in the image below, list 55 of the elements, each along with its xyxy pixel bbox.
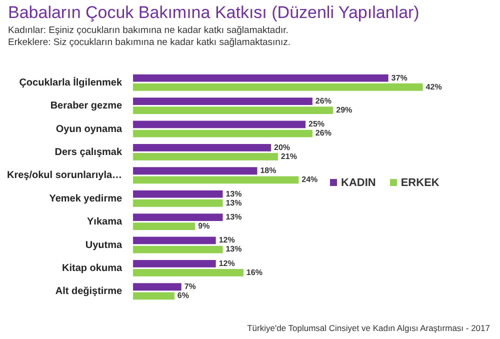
bar xyxy=(133,199,223,207)
data-label: 12% xyxy=(218,236,235,245)
y-tick-label: Beraber gezme xyxy=(50,100,122,112)
data-label: 37% xyxy=(391,73,408,82)
y-tick-label: Yemek yedirme xyxy=(49,193,122,204)
bar xyxy=(133,260,216,268)
y-tick-label: Uyutma xyxy=(85,240,122,251)
data-label: 26% xyxy=(315,96,332,106)
chart-title: Babaların Çocuk Bakımına Katkısı (Düzenli Yapılanlar) xyxy=(8,3,420,23)
bar xyxy=(133,106,334,114)
bar xyxy=(133,246,223,254)
data-label: 24% xyxy=(302,175,318,184)
data-label: 13% xyxy=(226,198,242,208)
bar xyxy=(133,214,223,221)
bar xyxy=(133,283,182,291)
text: Türkiye'de Toplumsal Cinsiyet ve Kadın Algısı Araştırması - 2017 xyxy=(247,323,490,333)
bar xyxy=(133,120,306,128)
data-label: 25% xyxy=(308,120,325,129)
y-tick-label: Yıkama xyxy=(87,216,122,228)
data-label: 26% xyxy=(315,128,332,138)
data-label: 6% xyxy=(177,291,189,300)
data-label: 13% xyxy=(226,244,242,254)
bar xyxy=(133,269,244,276)
data-label: 13% xyxy=(226,189,242,198)
y-tick-label: Kitap okuma xyxy=(62,262,122,274)
data-label: 16% xyxy=(246,268,262,277)
bar xyxy=(133,130,312,138)
y-tick-label: Çocuklarla İlgilenmek xyxy=(19,76,122,88)
bar xyxy=(133,176,299,184)
bar xyxy=(133,222,196,230)
chart-subtitle: Kadınlar: Eşiniz çocukların bakımına ne kadar katkı sağlamaktadır. Erkeklere: Siz çocukların bakımına ne kadar katkı sağlamaktasınız. xyxy=(8,25,290,49)
bar xyxy=(133,292,174,300)
bar xyxy=(133,144,272,152)
legend-label: ERKEK xyxy=(400,177,440,189)
data-label: 20% xyxy=(274,142,290,152)
y-tick-label: Oyun oynama xyxy=(56,124,122,135)
data-label: 13% xyxy=(226,212,242,222)
bar xyxy=(133,190,223,198)
data-label: 7% xyxy=(184,282,196,292)
data-label: 9% xyxy=(198,222,210,231)
bar xyxy=(133,236,216,244)
bar xyxy=(133,98,312,105)
bar xyxy=(133,83,423,91)
y-tick-label: Kreş/okul sorunlarıyla… xyxy=(6,170,122,182)
bar xyxy=(133,153,278,160)
data-label: 21% xyxy=(280,152,297,161)
data-label: 12% xyxy=(218,258,235,268)
data-label: 18% xyxy=(260,166,276,176)
y-tick-label: Ders çalışmak xyxy=(54,146,122,158)
bar xyxy=(133,167,258,175)
data-label: 29% xyxy=(336,106,352,115)
legend-label: KADIN xyxy=(340,177,376,189)
data-label: 42% xyxy=(426,82,442,92)
y-tick-label: Alt değiştirme xyxy=(55,286,122,298)
bar xyxy=(133,74,388,82)
